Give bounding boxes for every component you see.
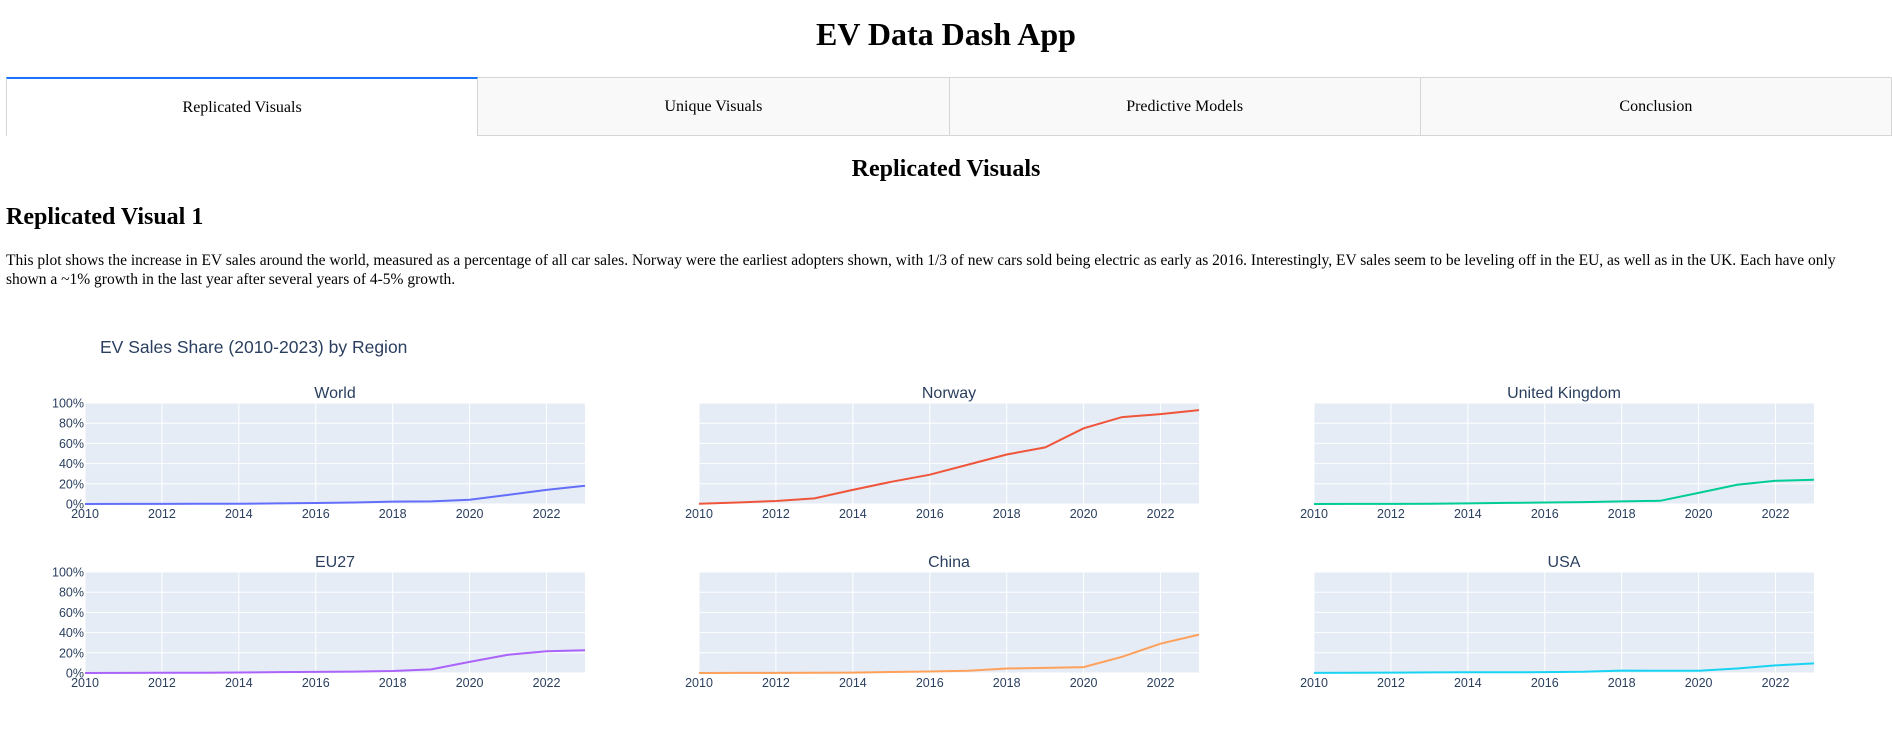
- y-tick-label: 100%: [52, 397, 84, 411]
- x-tick-label: 2012: [1377, 676, 1405, 690]
- y-tick-label: 0%: [66, 498, 84, 512]
- tab-predictive-models[interactable]: Predictive Models: [949, 77, 1421, 136]
- series-line: [84, 484, 586, 505]
- section-title: Replicated Visuals: [851, 156, 1041, 182]
- x-tick-label: 2012: [148, 507, 176, 521]
- x-tick-label: 2014: [839, 507, 867, 521]
- x-tick-label: 2012: [148, 676, 176, 690]
- x-tick-label: 2016: [916, 676, 944, 690]
- y-tick-label: 40%: [59, 626, 84, 640]
- subplot-norway: 2010 2012 2014 2016 2018 2020 2022 Norway: [685, 385, 1200, 521]
- series-line: [1313, 478, 1815, 505]
- tab-replicated-visuals[interactable]: Replicated Visuals: [6, 77, 479, 136]
- x-tick-label: 2022: [1147, 676, 1175, 690]
- subplot-united-kingdom: 2010 2012 2014 2016 2018 2020 2022 United Kingd…: [1300, 385, 1815, 521]
- x-tick-label: 2020: [456, 507, 484, 521]
- plot-area: [699, 572, 1199, 673]
- x-tick-label: 2016: [302, 676, 330, 690]
- x-tick-label: 2010: [685, 507, 713, 521]
- x-tick-label: 2012: [1377, 507, 1405, 521]
- series-line: [698, 633, 1200, 674]
- x-tick-label: 2014: [1454, 676, 1482, 690]
- y-tick-label: 0%: [66, 667, 84, 681]
- x-tick-label: 2014: [1454, 507, 1482, 521]
- x-tick-label: 2022: [1762, 507, 1790, 521]
- x-tick-label: 2014: [225, 676, 253, 690]
- x-tick-label: 2018: [379, 676, 407, 690]
- tab-bar: Replicated Visuals Unique Visuals Predic…: [6, 77, 1892, 136]
- subplot-title: USA: [1548, 554, 1581, 571]
- x-tick-label: 2016: [1531, 507, 1559, 521]
- y-tick-label: 20%: [59, 477, 84, 491]
- x-tick-label: 2022: [1147, 507, 1175, 521]
- app-title: EV Data Dash App: [816, 16, 1076, 52]
- x-tick-label: 2020: [1685, 507, 1713, 521]
- subplot-eu27: 2010 2012 2014 2016 2018 2020 2022 0% 20% 40% 60% 8…: [52, 554, 586, 690]
- visual-title: Replicated Visual 1: [6, 204, 204, 230]
- x-tick-label: 2018: [993, 507, 1021, 521]
- x-tick-label: 2018: [1608, 676, 1636, 690]
- x-tick-label: 2016: [1531, 676, 1559, 690]
- x-tick-label: 2020: [1685, 676, 1713, 690]
- visual-description: This plot shows the increase in EV sales…: [6, 252, 1836, 288]
- subplot-title: World: [314, 385, 356, 402]
- tab-unique-visuals[interactable]: Unique Visuals: [478, 77, 950, 136]
- plot-area: [85, 403, 585, 504]
- plot-area: [699, 403, 1199, 504]
- series-line: [1313, 662, 1815, 674]
- x-tick-label: 2018: [993, 676, 1021, 690]
- x-tick-label: 2012: [762, 676, 790, 690]
- subplot-world: 2010 2012 2014 2016 2018 2020 2022 0% 20% 40% 60% 8…: [52, 385, 586, 521]
- x-tick-label: 2020: [456, 676, 484, 690]
- plot-area: [1314, 403, 1814, 504]
- x-tick-label: 2012: [762, 507, 790, 521]
- x-tick-label: 2014: [225, 507, 253, 521]
- x-tick-label: 2022: [533, 507, 561, 521]
- x-tick-label: 2018: [379, 507, 407, 521]
- plot-area: [1314, 572, 1814, 673]
- subplot-title: EU27: [315, 554, 355, 571]
- x-tick-label: 2010: [685, 676, 713, 690]
- subplot-title: United Kingdom: [1507, 385, 1621, 402]
- series-line: [84, 649, 586, 674]
- y-tick-label: 20%: [59, 646, 84, 660]
- x-tick-label: 2010: [1300, 676, 1328, 690]
- subplot-china: 2010 2012 2014 2016 2018 2020 2022 China: [685, 554, 1200, 690]
- x-tick-label: 2018: [1608, 507, 1636, 521]
- x-tick-label: 2010: [1300, 507, 1328, 521]
- chart-title: EV Sales Share (2010-2023) by Region: [100, 337, 407, 357]
- y-tick-label: 60%: [59, 437, 84, 451]
- ev-sales-chart[interactable]: EV Sales Share (2010-2023) by Region 201…: [0, 320, 1892, 720]
- x-tick-label: 2020: [1070, 507, 1098, 521]
- plot-area: [85, 572, 585, 673]
- y-tick-label: 80%: [59, 417, 84, 431]
- x-tick-label: 2022: [533, 676, 561, 690]
- y-tick-label: 60%: [59, 606, 84, 620]
- subplot-title: Norway: [922, 385, 976, 402]
- tab-conclusion[interactable]: Conclusion: [1420, 77, 1892, 136]
- x-tick-label: 2014: [839, 676, 867, 690]
- subplot-title: China: [928, 554, 970, 571]
- y-tick-label: 80%: [59, 586, 84, 600]
- y-tick-label: 40%: [59, 457, 84, 471]
- x-tick-label: 2010: [71, 507, 99, 521]
- series-line: [698, 409, 1200, 505]
- x-tick-label: 2022: [1762, 676, 1790, 690]
- x-tick-label: 2020: [1070, 676, 1098, 690]
- y-tick-label: 100%: [52, 566, 84, 580]
- x-tick-label: 2010: [71, 676, 99, 690]
- x-tick-label: 2016: [916, 507, 944, 521]
- subplot-usa: 2010 2012 2014 2016 2018 2020 2022 USA: [1300, 554, 1815, 690]
- x-tick-label: 2016: [302, 507, 330, 521]
